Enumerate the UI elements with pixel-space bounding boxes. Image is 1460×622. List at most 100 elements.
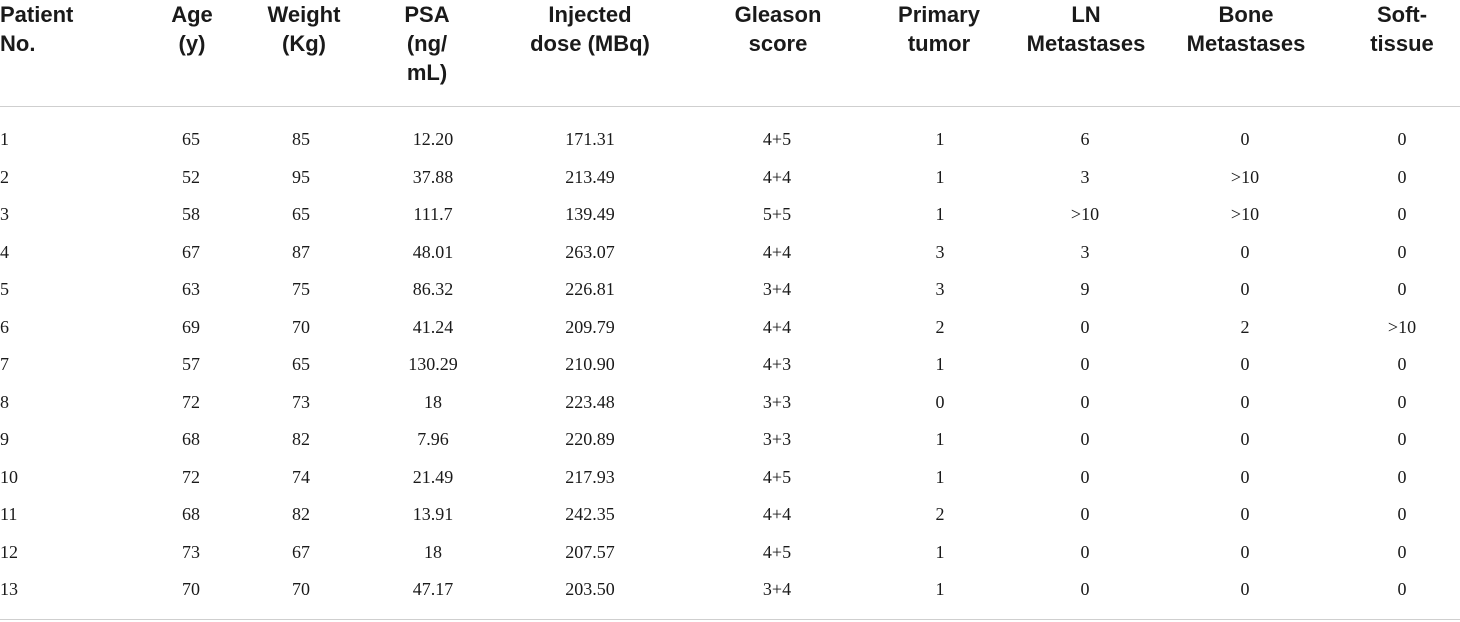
cell-primary: 3 — [935, 241, 945, 262]
header-patient: Patient No. — [0, 2, 74, 56]
cell-age: 68 — [182, 504, 200, 524]
table-row: 7 57 65 130.29 210.90 4+3 1 0 0 0 — [0, 346, 1460, 384]
table-row: 4 67 87 48.01 263.07 4+4 3 3 0 0 — [0, 234, 1460, 272]
cell-bone: 0 — [1240, 429, 1250, 449]
table-row: 12 73 67 18 207.57 4+5 1 0 0 0 — [0, 534, 1460, 572]
cell-ln: 6 — [1080, 129, 1090, 149]
cell-ln: 0 — [1080, 429, 1090, 449]
cell-age: 52 — [182, 166, 200, 187]
cell-gleason: 3+4 — [762, 579, 792, 599]
cell-soft: >10 — [1387, 316, 1417, 337]
cell-bone: 2 — [1240, 316, 1250, 337]
cell-ln: 0 — [1080, 466, 1090, 487]
cell-primary: 1 — [935, 129, 945, 149]
header-soft: Soft-tissue — [1370, 2, 1434, 56]
cell-dose: 139.49 — [565, 204, 615, 224]
cell-bone: 0 — [1240, 504, 1250, 524]
cell-gleason: 4+5 — [762, 541, 792, 562]
cell-gleason: 4+5 — [762, 129, 792, 149]
cell-primary: 0 — [935, 391, 945, 412]
table-row: 6 69 70 41.24 209.79 4+4 2 0 2 >10 — [0, 309, 1460, 347]
cell-patient: 12 — [0, 541, 18, 562]
cell-gleason: 4+3 — [762, 354, 792, 374]
cell-soft: 0 — [1397, 204, 1407, 224]
cell-gleason: 3+3 — [762, 391, 792, 412]
cell-dose: 203.50 — [565, 579, 615, 599]
cell-patient: 9 — [0, 429, 9, 449]
cell-primary: 1 — [935, 204, 945, 224]
cell-patient: 5 — [0, 279, 9, 299]
cell-dose: 226.81 — [565, 279, 615, 299]
cell-soft: 0 — [1397, 466, 1407, 487]
cell-weight: 85 — [292, 129, 310, 149]
cell-psa: 47.17 — [412, 579, 454, 599]
header-primary: Primary tumor — [898, 2, 980, 56]
cell-bone: >10 — [1230, 204, 1260, 224]
cell-gleason: 4+4 — [762, 241, 792, 262]
cell-primary: 1 — [935, 466, 945, 487]
header-weight: Weight (Kg) — [267, 2, 341, 56]
cell-ln: 9 — [1080, 279, 1090, 299]
cell-soft: 0 — [1397, 166, 1407, 187]
header-ln: LN Metastases — [1026, 2, 1146, 56]
cell-bone: 0 — [1240, 129, 1250, 149]
cell-age: 70 — [182, 579, 200, 599]
cell-ln: 0 — [1080, 541, 1090, 562]
cell-ln: 0 — [1080, 579, 1090, 599]
cell-psa: 86.32 — [412, 279, 454, 299]
table-row: 5 63 75 86.32 226.81 3+4 3 9 0 0 — [0, 271, 1460, 309]
cell-age: 57 — [182, 354, 200, 374]
cell-bone: 0 — [1240, 241, 1250, 262]
cell-soft: 0 — [1397, 391, 1407, 412]
cell-patient: 2 — [0, 166, 9, 187]
cell-weight: 87 — [292, 241, 310, 262]
cell-dose: 220.89 — [565, 429, 615, 449]
cell-psa: 12.20 — [412, 129, 454, 149]
cell-weight: 82 — [292, 429, 310, 449]
table-row: 9 68 82 7.96 220.89 3+3 1 0 0 0 — [0, 421, 1460, 459]
cell-primary: 2 — [935, 504, 945, 524]
cell-soft: 0 — [1397, 241, 1407, 262]
cell-primary: 3 — [935, 279, 945, 299]
cell-gleason: 4+4 — [762, 504, 792, 524]
cell-gleason: 5+5 — [762, 204, 792, 224]
cell-patient: 3 — [0, 204, 9, 224]
cell-ln: >10 — [1070, 204, 1100, 224]
cell-psa: 18 — [424, 391, 442, 412]
cell-psa: 21.49 — [412, 466, 454, 487]
cell-primary: 1 — [935, 579, 945, 599]
cell-psa: 18 — [424, 541, 442, 562]
cell-age: 69 — [182, 316, 200, 337]
cell-dose: 223.48 — [565, 391, 615, 412]
cell-dose: 242.35 — [565, 504, 615, 524]
table-row: 3 58 65 111.7 139.49 5+5 1 >10 >10 0 — [0, 196, 1460, 234]
cell-age: 72 — [182, 391, 200, 412]
table-body: 1 65 85 12.20 171.31 4+5 1 6 0 0 2 52 95 37.88 213.49 4… — [0, 121, 1460, 609]
cell-ln: 0 — [1080, 316, 1090, 337]
cell-soft: 0 — [1397, 279, 1407, 299]
cell-patient: 10 — [0, 466, 18, 487]
cell-bone: 0 — [1240, 541, 1250, 562]
table-row: 11 68 82 13.91 242.35 4+4 2 0 0 0 — [0, 496, 1460, 534]
cell-primary: 1 — [935, 429, 945, 449]
header-gleason: Gleason score — [734, 2, 822, 56]
cell-soft: 0 — [1397, 579, 1407, 599]
cell-bone: 0 — [1240, 354, 1250, 374]
cell-ln: 3 — [1080, 166, 1090, 187]
cell-patient: 8 — [0, 391, 9, 412]
cell-ln: 0 — [1080, 391, 1090, 412]
table-row: 10 72 74 21.49 217.93 4+5 1 0 0 0 — [0, 459, 1460, 497]
cell-psa: 41.24 — [412, 316, 454, 337]
cell-soft: 0 — [1397, 429, 1407, 449]
cell-age: 68 — [182, 429, 200, 449]
cell-age: 73 — [182, 541, 200, 562]
cell-patient: 11 — [0, 504, 18, 524]
cell-dose: 210.90 — [565, 354, 615, 374]
cell-weight: 65 — [292, 204, 310, 224]
cell-gleason: 4+4 — [762, 166, 792, 187]
cell-age: 63 — [182, 279, 200, 299]
cell-age: 72 — [182, 466, 200, 487]
cell-age: 65 — [182, 129, 200, 149]
cell-dose: 263.07 — [565, 241, 615, 262]
cell-weight: 82 — [292, 504, 310, 524]
